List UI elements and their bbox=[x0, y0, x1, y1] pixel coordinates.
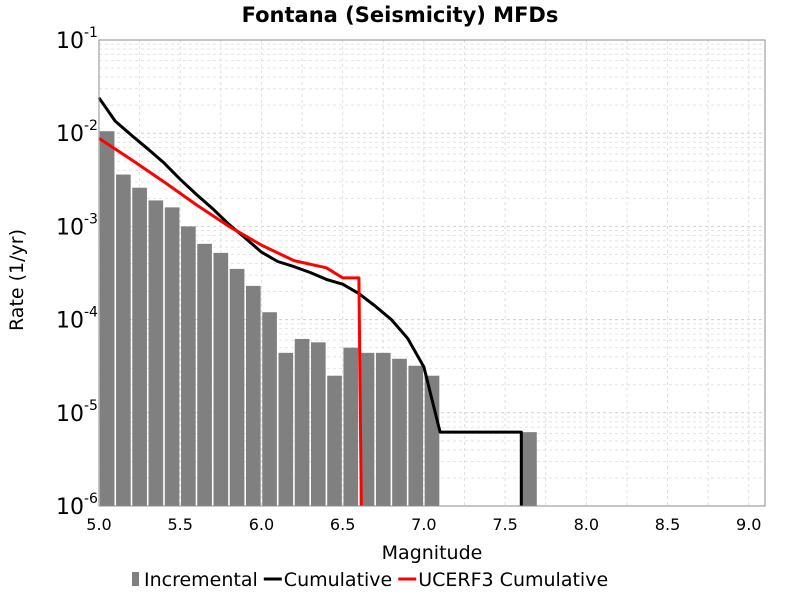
x-tick-label: 7.0 bbox=[411, 515, 436, 534]
legend-label: Cumulative bbox=[284, 569, 392, 591]
incremental-bar bbox=[197, 243, 212, 506]
x-tick-label: 5.5 bbox=[167, 515, 192, 534]
y-axis-label: Rate (1/yr) bbox=[6, 229, 28, 331]
incremental-bar bbox=[375, 352, 391, 506]
y-tick-labels: 10-1 10-2 10-3 10-4 10-5 10-6 bbox=[56, 25, 98, 520]
x-tick-labels: 5.0 5.5 6.0 6.5 7.0 7.5 8.0 8.5 9.0 bbox=[86, 515, 761, 534]
incremental-bar bbox=[278, 352, 294, 506]
x-tick-label: 6.5 bbox=[330, 515, 355, 534]
incremental-bar bbox=[245, 285, 261, 506]
incremental-bar bbox=[262, 312, 277, 506]
incremental-bar bbox=[522, 432, 537, 506]
x-tick-label: 8.0 bbox=[574, 515, 599, 534]
x-tick-label: 8.5 bbox=[655, 515, 680, 534]
plot-frame bbox=[98, 39, 766, 507]
x-axis-label: Magnitude bbox=[382, 542, 483, 564]
incremental-bar bbox=[213, 252, 229, 506]
incremental-bar bbox=[310, 342, 326, 506]
legend: Incremental Cumulative UCERF3 Cumulative bbox=[132, 569, 608, 591]
incremental-bar bbox=[99, 131, 115, 506]
incremental-bar bbox=[132, 187, 147, 506]
ucerf3-cumulative-line bbox=[98, 137, 363, 507]
incremental-bar bbox=[148, 200, 164, 506]
incremental-bar bbox=[327, 375, 342, 506]
y-tick-label: 10-6 bbox=[56, 491, 98, 520]
y-tick-label: 10-2 bbox=[56, 118, 98, 147]
x-tick-label: 6.0 bbox=[249, 515, 274, 534]
incremental-bar bbox=[181, 226, 196, 506]
incremental-bar bbox=[294, 338, 310, 506]
incremental-bar bbox=[359, 352, 375, 506]
incremental-bar bbox=[229, 268, 245, 506]
y-tick-label: 10-3 bbox=[56, 211, 98, 240]
legend-swatch-bar bbox=[132, 572, 139, 586]
y-tick-label: 10-1 bbox=[56, 25, 98, 54]
x-tick-label: 5.0 bbox=[86, 515, 111, 534]
cumulative-line bbox=[97, 96, 523, 506]
incremental-bar bbox=[392, 358, 407, 506]
y-tick-label: 10-4 bbox=[56, 305, 98, 334]
legend-label: Incremental bbox=[144, 569, 258, 591]
incremental-bar bbox=[343, 347, 359, 506]
cumulative-lines bbox=[97, 96, 523, 507]
incremental-bar bbox=[116, 174, 131, 506]
incremental-bar bbox=[408, 365, 424, 506]
x-tick-label: 9.0 bbox=[736, 515, 761, 534]
legend-label: UCERF3 Cumulative bbox=[418, 569, 608, 591]
incremental-bar bbox=[164, 207, 180, 506]
incremental-bars bbox=[99, 131, 537, 506]
x-tick-label: 7.5 bbox=[492, 515, 517, 534]
y-tick-label: 10-5 bbox=[56, 398, 98, 427]
chart-title: Fontana (Seismicity) MFDs bbox=[242, 3, 559, 27]
